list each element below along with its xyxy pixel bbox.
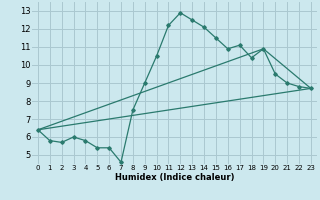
- X-axis label: Humidex (Indice chaleur): Humidex (Indice chaleur): [115, 173, 234, 182]
